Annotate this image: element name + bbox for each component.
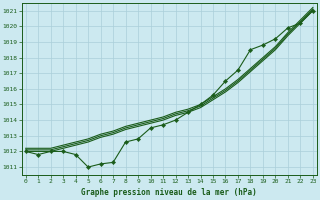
X-axis label: Graphe pression niveau de la mer (hPa): Graphe pression niveau de la mer (hPa) xyxy=(81,188,257,197)
